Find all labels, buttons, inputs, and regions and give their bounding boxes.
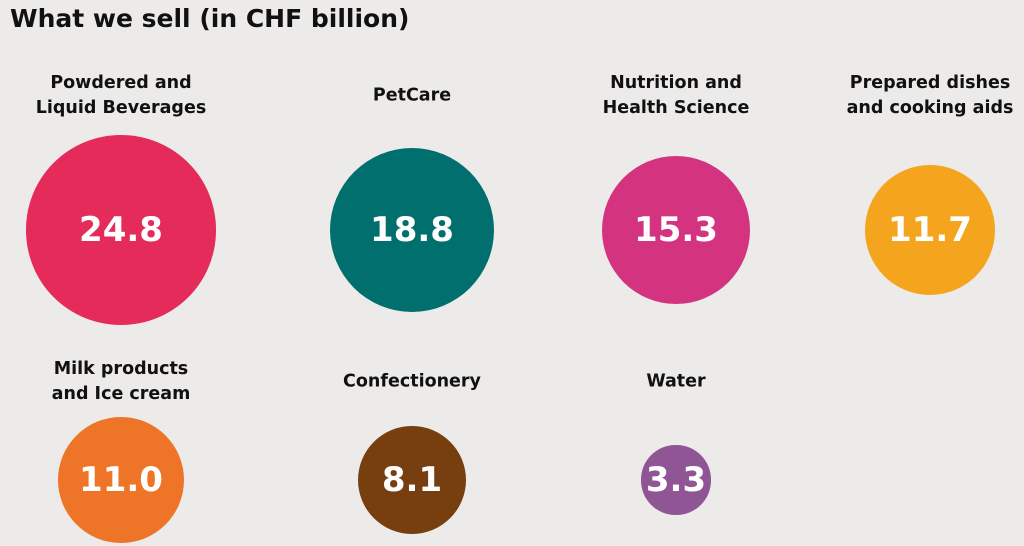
category-label: Water — [646, 371, 706, 392]
category-label: Powdered and Liquid Beverages — [35, 73, 207, 118]
bubble — [57, 416, 184, 543]
category-label: PetCare — [372, 85, 452, 106]
bubble — [26, 135, 216, 325]
category-label: Milk products and Ice cream — [51, 359, 191, 404]
bubble — [329, 147, 495, 313]
bubble — [601, 155, 751, 305]
bubble — [865, 165, 995, 295]
value-label: 8.1 — [381, 460, 443, 500]
bubble — [357, 425, 467, 535]
value-label: 18.8 — [370, 210, 454, 250]
category-label: Nutrition and Health Science — [602, 73, 750, 118]
value-label: 11.0 — [79, 460, 163, 500]
category-label: Prepared dishes and cooking aids — [846, 73, 1014, 118]
chart-title: What we sell (in CHF billion) — [10, 4, 410, 33]
bubble — [641, 445, 711, 515]
value-label: 24.8 — [79, 210, 163, 250]
value-label: 3.3 — [645, 460, 707, 500]
value-label: 11.7 — [888, 210, 972, 250]
category-label: Confectionery — [343, 371, 481, 392]
value-label: 15.3 — [634, 210, 718, 250]
